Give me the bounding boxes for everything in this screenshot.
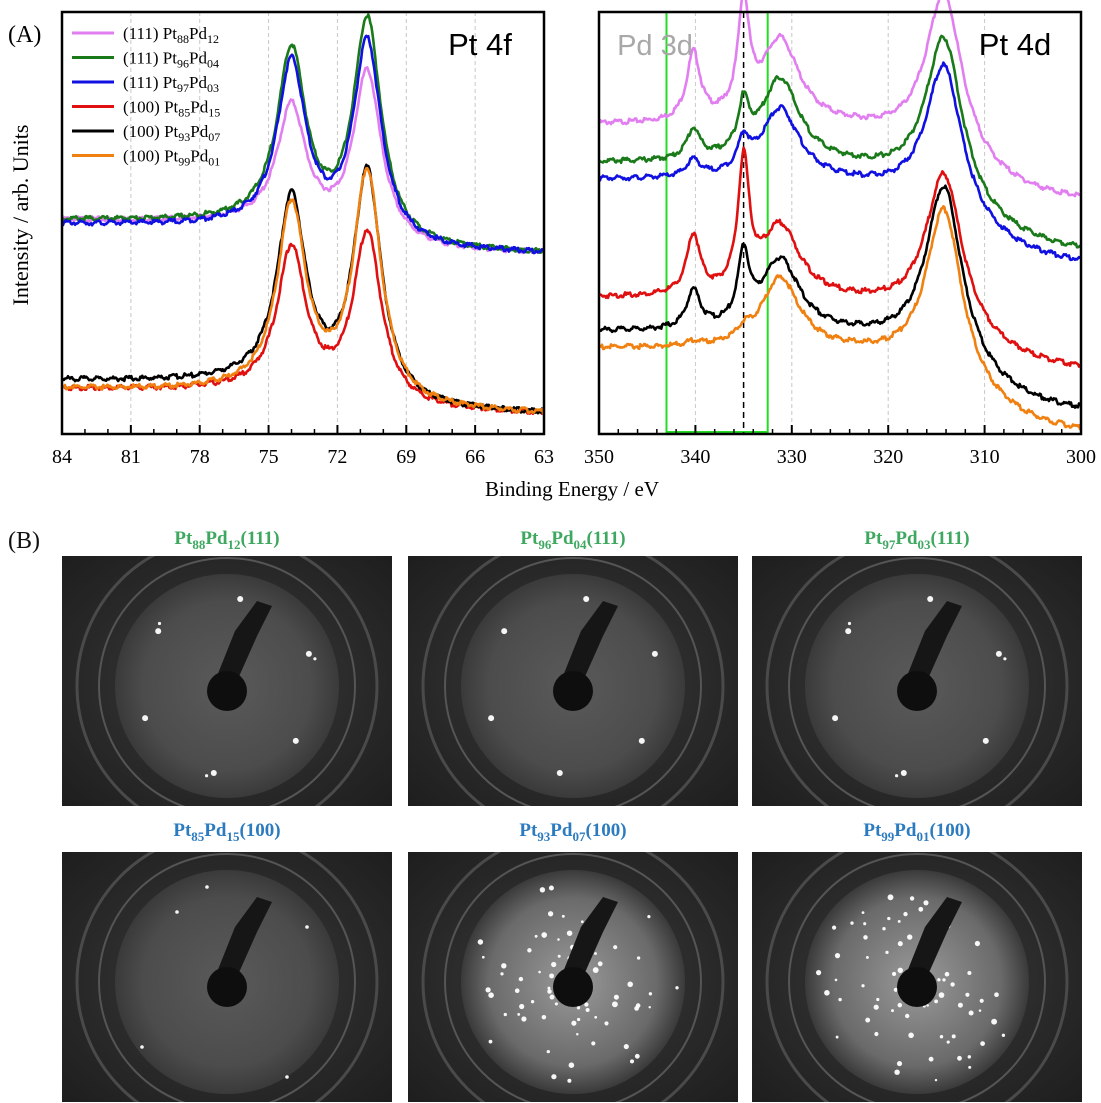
x-tick-label: 75 — [259, 446, 279, 468]
leed-spots — [142, 596, 317, 778]
leed-pattern-image — [408, 852, 738, 1102]
leed-title: Pt93Pd07(100) — [519, 820, 627, 844]
sample-holder — [553, 601, 618, 711]
leed-title: Pt97Pd03(111) — [864, 528, 970, 552]
x-tick-label: 63 — [534, 446, 554, 468]
leed-pattern-image — [408, 556, 738, 806]
x-axis-label: Binding Energy / eV — [485, 477, 659, 501]
leed-spots — [140, 885, 309, 1079]
legend-entry: (100) Pt93Pd07 — [123, 122, 220, 144]
x-tick-label: 330 — [777, 446, 807, 468]
legend-entry: (111) Pt88Pd12 — [123, 24, 219, 46]
pd3d-annotation: Pd 3d — [617, 30, 693, 62]
panel-b-label: (B) — [8, 528, 40, 554]
legend: (111) Pt88Pd12 (111) Pt96Pd04(111) Pt97Pd… — [72, 24, 220, 169]
x-tick-label: 84 — [52, 446, 72, 468]
pt4f-title: Pt 4f — [448, 27, 512, 62]
x-tick-label: 310 — [970, 446, 1000, 468]
xps-figure: (A) Intensity / arb. Units Binding Energ… — [8, 0, 1096, 501]
leed-pattern-image — [752, 556, 1082, 806]
series-line — [598, 34, 1082, 249]
sample-holder — [897, 897, 962, 1007]
x-tick-label: 81 — [121, 446, 141, 468]
series-line — [597, 0, 1082, 198]
sample-holder — [207, 601, 272, 711]
series-line — [597, 184, 1082, 409]
leed-title: Pt99Pd01(100) — [863, 820, 971, 844]
series-line — [61, 34, 545, 255]
pt4d-panel: 350 340 330 320 310 300 Pt 4d Pd 3d — [584, 0, 1096, 468]
leed-title: Pt88Pd12(111) — [174, 528, 280, 552]
x-tick-label: 78 — [190, 446, 210, 468]
legend-entry: (111) Pt97Pd03 — [123, 73, 219, 95]
series-line — [598, 205, 1082, 431]
leed-spots — [832, 596, 1007, 778]
leed-pattern-image — [62, 556, 392, 806]
sample-holder — [897, 601, 962, 711]
leed-pattern-image — [62, 852, 392, 1102]
legend-entry: (111) Pt96Pd04 — [123, 49, 219, 71]
y-axis-label: Intensity / arb. Units — [8, 125, 33, 306]
x-tick-label: 300 — [1066, 446, 1096, 468]
sample-holder — [553, 897, 618, 1007]
x-tick-label: 320 — [873, 446, 903, 468]
sample-holder — [207, 897, 272, 1007]
leed-spots — [488, 596, 658, 776]
leed-spots — [815, 894, 1006, 1082]
x-tick-label: 69 — [396, 446, 416, 468]
x-tick-label: 350 — [584, 446, 614, 468]
pt4f-panel: 84 81 78 75 72 69 66 63 Pt 4f (111) Pt88Pd12(11… — [52, 10, 554, 468]
panel-a-label: (A) — [8, 22, 41, 48]
leed-title: Pt96Pd04(111) — [520, 528, 626, 552]
x-tick-label: 72 — [327, 446, 347, 468]
x-tick-label: 66 — [465, 446, 485, 468]
series-line — [61, 166, 545, 415]
series-line — [60, 66, 545, 255]
legend-entry: (100) Pt85Pd15 — [123, 98, 220, 120]
leed-pattern-image — [752, 852, 1082, 1102]
series-line — [598, 61, 1082, 262]
pt4d-title: Pt 4d — [979, 27, 1051, 62]
x-tick-label: 340 — [680, 446, 710, 468]
legend-entry: (100) Pt99Pd01 — [123, 147, 220, 169]
series-line — [598, 146, 1083, 368]
leed-title: Pt85Pd15(100) — [173, 820, 281, 844]
